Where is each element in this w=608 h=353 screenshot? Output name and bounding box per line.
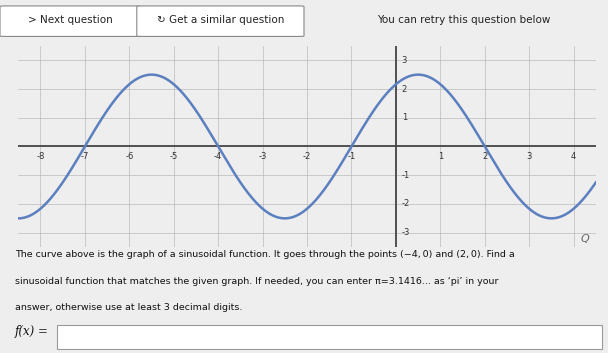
Text: -1: -1 [402,171,410,180]
Text: -3: -3 [402,228,410,237]
Text: answer, otherwise use at least 3 decimal digits.: answer, otherwise use at least 3 decimal… [15,303,243,312]
Text: -1: -1 [347,152,356,161]
Text: f(x) =: f(x) = [15,325,49,338]
Text: 4: 4 [571,152,576,161]
Text: Q: Q [581,234,589,244]
Text: sinusoidal function that matches the given graph. If needed, you can enter π=3.1: sinusoidal function that matches the giv… [15,277,499,286]
Text: -2: -2 [303,152,311,161]
Text: > Next question: > Next question [27,15,112,25]
Text: -6: -6 [125,152,134,161]
Text: -4: -4 [214,152,223,161]
Text: 3: 3 [402,56,407,65]
Text: 1: 1 [402,113,407,122]
Text: -5: -5 [170,152,178,161]
FancyBboxPatch shape [57,325,602,349]
Text: 2: 2 [482,152,488,161]
Text: 3: 3 [527,152,532,161]
FancyBboxPatch shape [137,6,304,36]
Text: -7: -7 [81,152,89,161]
FancyBboxPatch shape [0,6,140,36]
Text: -3: -3 [258,152,267,161]
Text: 2: 2 [402,84,407,94]
Text: -8: -8 [36,152,44,161]
Text: You can retry this question below: You can retry this question below [377,15,550,25]
Text: -2: -2 [402,199,410,209]
Text: ↻ Get a similar question: ↻ Get a similar question [157,15,285,25]
Text: 1: 1 [438,152,443,161]
Text: The curve above is the graph of a sinusoidal function. It goes through the point: The curve above is the graph of a sinuso… [15,250,515,259]
